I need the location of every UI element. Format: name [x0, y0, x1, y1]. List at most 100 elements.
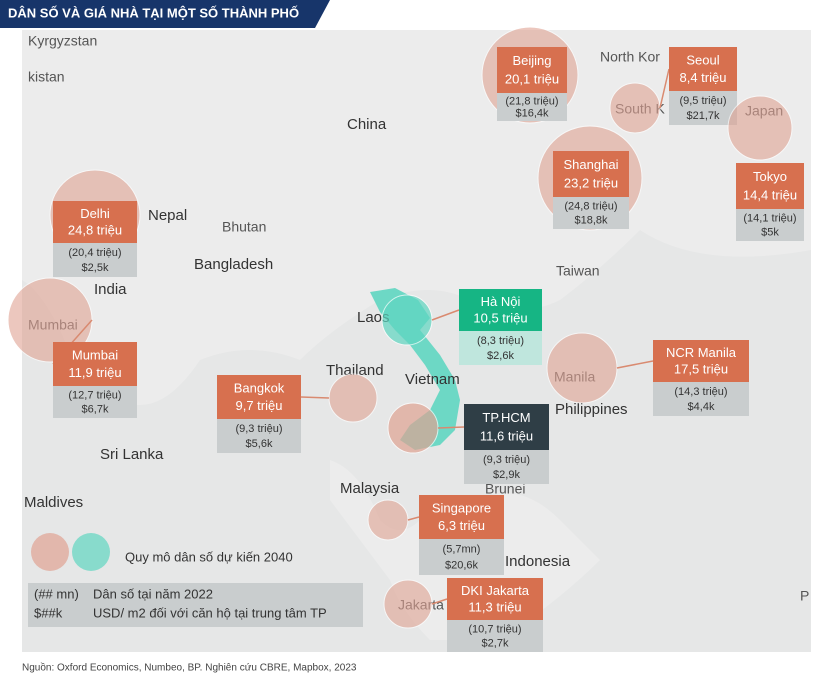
city-projection: (24,8 triệu) — [564, 201, 617, 213]
legend-code: $##k — [34, 605, 63, 620]
city-population: 6,3 triệu — [438, 518, 485, 533]
connector — [659, 68, 670, 109]
city-box — [669, 47, 737, 91]
city-info-box — [447, 620, 543, 652]
legend-code: (## mn) — [34, 586, 79, 601]
vietnam-shape — [370, 288, 460, 450]
map-label: P — [800, 588, 809, 604]
city-box — [53, 201, 137, 243]
city-projection: (5,7mn) — [443, 544, 481, 556]
connector — [300, 396, 330, 399]
map-label: Vietnam — [405, 371, 460, 388]
city-name: Hà Nội — [481, 294, 521, 309]
city-info-box — [653, 382, 749, 416]
city-info-box — [53, 243, 137, 277]
city-population: 9,7 triệu — [236, 398, 283, 413]
city-price: $2,6k — [487, 350, 514, 362]
city-info-box — [53, 386, 137, 418]
city-population: 10,5 triệu — [473, 311, 527, 326]
city-population: 11,9 triệu — [68, 365, 121, 380]
header-bar — [0, 0, 330, 28]
city-price: $5k — [761, 227, 779, 239]
map-label: Kyrgyzstan — [28, 33, 97, 49]
connector — [437, 426, 465, 429]
city-box — [419, 495, 504, 539]
city-price: $2,9k — [493, 469, 520, 481]
city-box — [459, 289, 542, 331]
population-circle — [546, 332, 618, 404]
city-info-box — [217, 419, 301, 453]
city-info-box — [669, 91, 737, 125]
city-price: $18,8k — [574, 215, 608, 227]
population-circle — [609, 82, 661, 134]
city-population: 20,1 triệu — [505, 72, 559, 87]
city-name: Bangkok — [234, 381, 285, 396]
city-box — [553, 151, 629, 197]
map-label: Maldives — [24, 494, 83, 511]
city-price: $20,6k — [445, 560, 479, 572]
city-projection: (8,3 triệu) — [477, 335, 524, 347]
city-population: 23,2 triệu — [564, 176, 618, 191]
city-name: Mumbai — [72, 348, 118, 363]
city-name: NCR Manila — [666, 345, 737, 360]
city-box — [447, 578, 543, 620]
legend-circle-orange — [31, 533, 69, 571]
city-projection: (21,8 triệu) — [505, 95, 558, 107]
city-price: $16,4k — [515, 108, 549, 120]
city-box — [736, 163, 804, 209]
connector — [431, 309, 460, 321]
city-info-box — [497, 93, 567, 121]
city-projection: (10,7 triệu) — [468, 624, 521, 636]
map-label: kistan — [28, 69, 65, 85]
city-projection: (9,3 triệu) — [483, 454, 530, 466]
city-price: $2,5k — [82, 262, 109, 274]
city-info-box — [553, 197, 629, 229]
city-info-box — [459, 331, 542, 365]
map-label: Philippines — [555, 401, 628, 418]
city-name: Shanghai — [564, 157, 619, 172]
map-label: Laos — [357, 309, 390, 326]
city-box — [53, 342, 137, 386]
city-name: Singapore — [432, 501, 491, 516]
map-label: North Kor — [600, 49, 660, 65]
city-projection: (9,5 triệu) — [679, 95, 726, 107]
map-label: India — [94, 281, 127, 298]
city-price: $4,4k — [688, 401, 715, 413]
city-population: 11,6 triệu — [480, 429, 533, 444]
city-box — [497, 47, 567, 93]
city-price: $5,6k — [246, 438, 273, 450]
city-population: 11,3 triệu — [468, 600, 521, 615]
map-label: Sri Lanka — [100, 446, 164, 463]
city-projection: (12,7 triệu) — [68, 390, 121, 402]
city-projection: (9,3 triệu) — [235, 423, 282, 435]
city-price: $21,7k — [686, 110, 720, 122]
land-asia — [22, 30, 811, 405]
legend-text: Dân số tại năm 2022 — [93, 586, 213, 601]
map-label: Bhutan — [222, 219, 266, 235]
map-label: Brunei — [485, 481, 525, 497]
city-info-box — [419, 539, 504, 575]
header-title: DÂN SỐ VÀ GIÁ NHÀ TẠI MỘT SỐ THÀNH PHỐ — [8, 5, 299, 20]
city-name: Seoul — [686, 53, 719, 68]
source-note: Nguồn: Oxford Economics, Numbeo, BP. Ngh… — [22, 662, 357, 674]
map-label: Taiwan — [556, 263, 600, 279]
map-label: Malaysia — [340, 480, 400, 497]
population-circle — [328, 373, 378, 423]
legend-projection: Quy mô dân số dự kiến 2040 — [125, 549, 293, 564]
city-population: 24,8 triệu — [68, 223, 122, 238]
city-name: Beijing — [512, 53, 551, 68]
map-label: Indonesia — [505, 553, 571, 570]
population-circle — [383, 579, 433, 629]
city-box — [464, 404, 549, 450]
population-circle — [367, 499, 409, 541]
city-price: $2,7k — [482, 638, 509, 650]
city-name: TP.HCM — [482, 410, 530, 425]
city-projection: (14,1 triệu) — [743, 213, 796, 225]
city-population: 17,5 triệu — [674, 362, 728, 377]
population-circle — [381, 294, 433, 346]
city-projection: (14,3 triệu) — [674, 386, 727, 398]
map-label: China — [347, 116, 387, 133]
map-label: Thailand — [326, 362, 384, 379]
city-name: DKI Jakarta — [461, 583, 530, 598]
